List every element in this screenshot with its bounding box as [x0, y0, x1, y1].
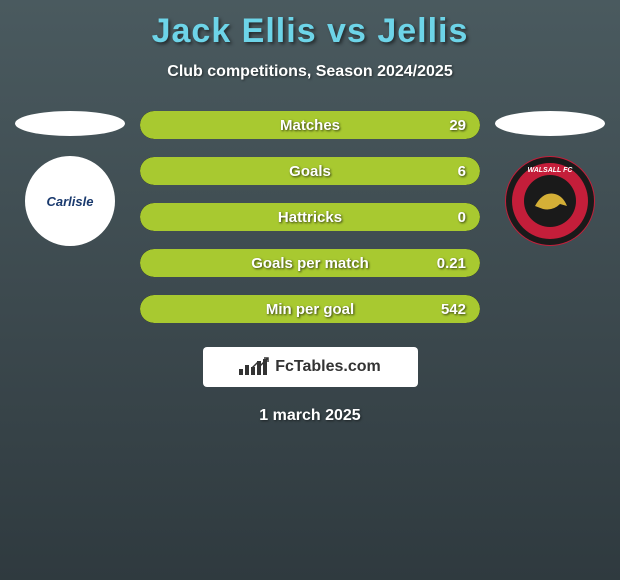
- fctables-label: FcTables.com: [275, 358, 381, 376]
- subtitle: Club competitions, Season 2024/2025: [0, 63, 620, 81]
- stat-row-goals: Goals 6: [140, 157, 480, 185]
- svg-text:WALSALL FC: WALSALL FC: [528, 167, 574, 174]
- walsall-crest-icon: WALSALL FC: [505, 156, 595, 246]
- fctables-watermark: FcTables.com: [203, 347, 418, 387]
- player-placeholder-left: [15, 111, 125, 136]
- stat-value: 542: [441, 295, 466, 323]
- trend-arrow-icon: [251, 356, 269, 370]
- club-badge-carlisle: Carlisle: [25, 156, 115, 246]
- stat-row-min-per-goal: Min per goal 542: [140, 295, 480, 323]
- stat-label: Matches: [140, 111, 480, 139]
- stat-row-hattricks: Hattricks 0: [140, 203, 480, 231]
- left-column: Carlisle: [10, 111, 130, 246]
- page-title: Jack Ellis vs Jellis: [0, 0, 620, 51]
- stat-value: 0.21: [437, 249, 466, 277]
- stat-label: Goals: [140, 157, 480, 185]
- club-badge-walsall: WALSALL FC: [505, 156, 595, 246]
- stat-row-goals-per-match: Goals per match 0.21: [140, 249, 480, 277]
- stat-label: Min per goal: [140, 295, 480, 323]
- stat-value: 29: [449, 111, 466, 139]
- stat-label: Goals per match: [140, 249, 480, 277]
- stat-row-matches: Matches 29: [140, 111, 480, 139]
- stat-label: Hattricks: [140, 203, 480, 231]
- comparison-date: 1 march 2025: [0, 407, 620, 425]
- stat-value: 0: [458, 203, 466, 231]
- player-placeholder-right: [495, 111, 605, 136]
- right-column: WALSALL FC: [490, 111, 610, 246]
- stats-bars: Matches 29 Goals 6 Hattricks 0 Goals per…: [140, 111, 480, 323]
- comparison-content: Carlisle Matches 29 Goals 6 Hattricks 0 …: [0, 111, 620, 323]
- stat-value: 6: [458, 157, 466, 185]
- carlisle-text: Carlisle: [47, 194, 94, 209]
